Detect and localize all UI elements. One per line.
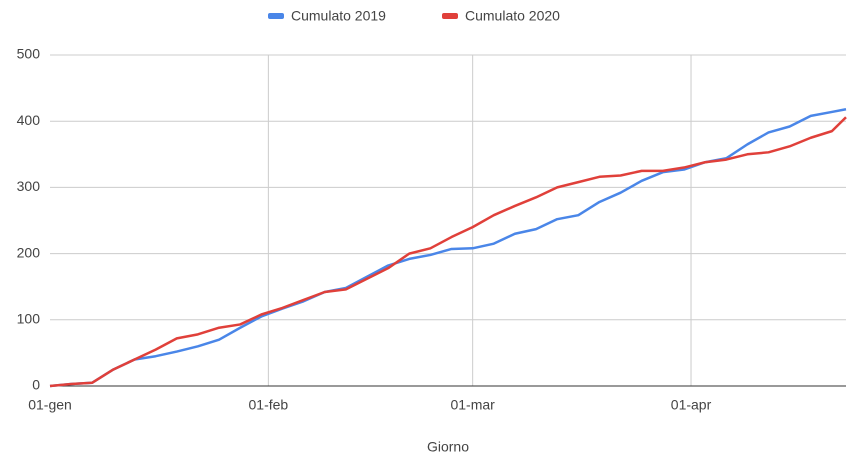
line — [49, 116, 847, 388]
y-tick-label: 300 — [17, 178, 41, 194]
x-tick-label: 01-feb — [249, 397, 289, 413]
y-tick-label: 0 — [32, 377, 40, 393]
y-tick-label: 400 — [17, 112, 41, 128]
line — [49, 108, 847, 388]
x-tick-label: 01-apr — [671, 397, 712, 413]
x-tick-label: 01-gen — [28, 397, 72, 413]
legend-label: Cumulato 2020 — [465, 8, 560, 24]
x-tick-label: 01-mar — [450, 397, 495, 413]
legend-label: Cumulato 2019 — [291, 8, 386, 24]
y-tick-label: 100 — [17, 311, 41, 327]
y-tick-label: 500 — [17, 46, 41, 62]
x-axis-title: Giorno — [427, 439, 469, 455]
legend-swatch — [268, 13, 284, 19]
legend-swatch — [442, 13, 458, 19]
y-tick-label: 200 — [17, 244, 41, 260]
